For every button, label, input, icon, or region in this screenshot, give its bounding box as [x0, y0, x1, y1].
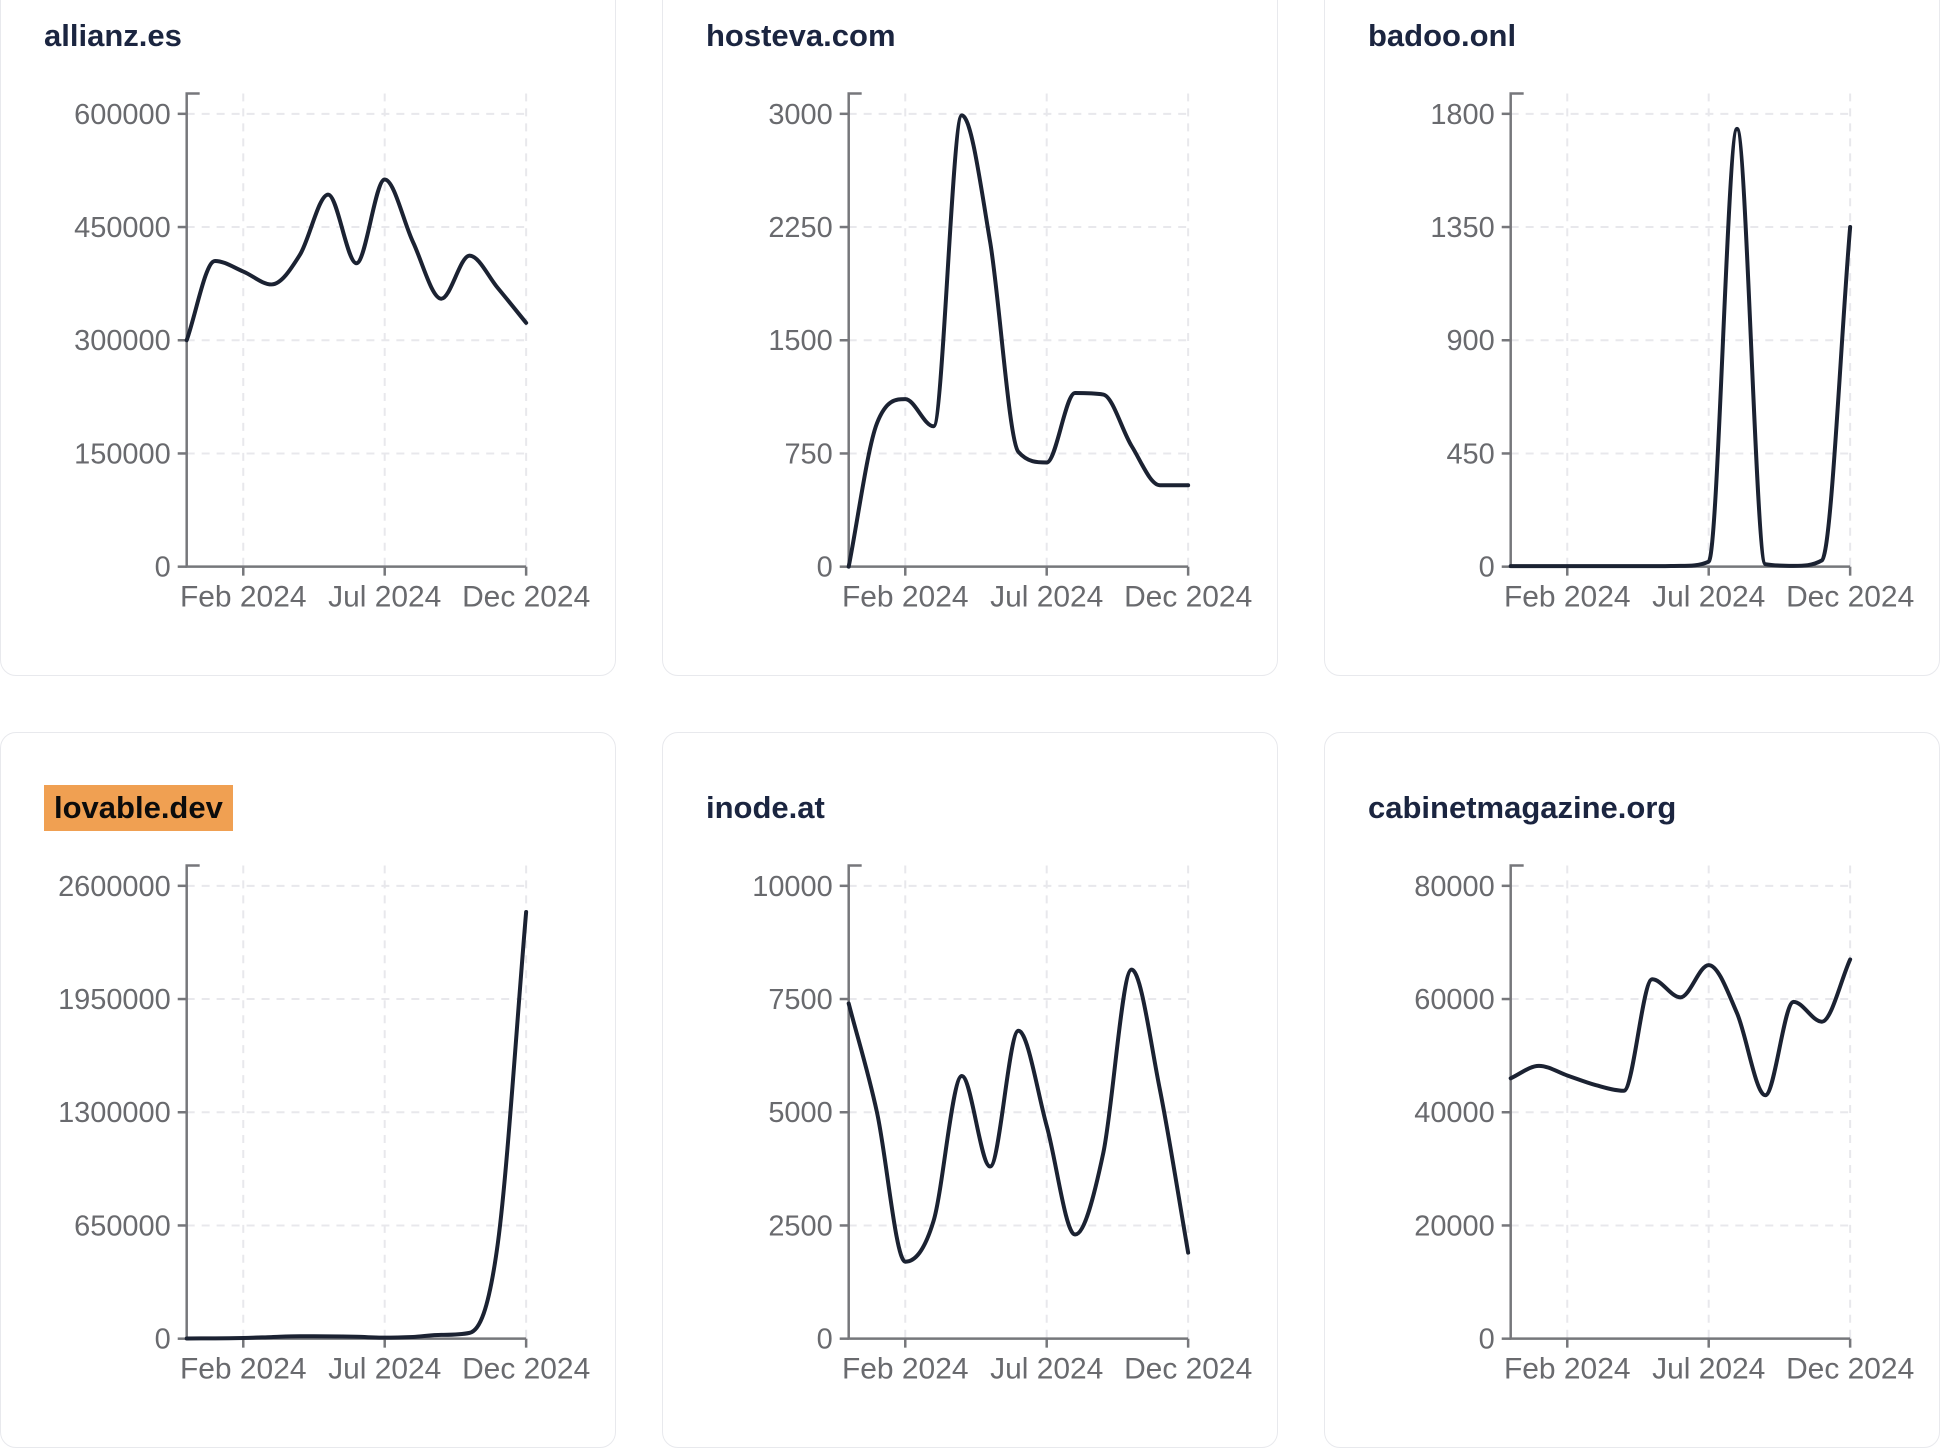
svg-text:Jul 2024: Jul 2024 [328, 1353, 441, 1386]
svg-text:1950000: 1950000 [58, 984, 171, 1016]
traffic-line-chart: 0 450 900 1350 1800 Feb 2024 Jul 2024 Dec 2024 [1430, 92, 1914, 614]
domain-title[interactable]: cabinetmagazine.org [1368, 790, 1677, 825]
svg-text:Dec 2024: Dec 2024 [462, 581, 590, 614]
svg-text:Dec 2024: Dec 2024 [1124, 581, 1252, 614]
svg-text:Dec 2024: Dec 2024 [1786, 581, 1914, 614]
card-title-row: cabinetmagazine.org [1368, 785, 1939, 831]
svg-text:Jul 2024: Jul 2024 [1652, 581, 1765, 614]
traffic-line-chart: 0 750 1500 2250 3000 Feb 2024 Jul 2024 Dec 2024 [768, 92, 1252, 614]
card-title-row: inode.at [706, 785, 1277, 831]
svg-text:2500: 2500 [768, 1210, 832, 1242]
svg-text:650000: 650000 [74, 1210, 171, 1242]
svg-text:450000: 450000 [74, 212, 171, 244]
svg-text:Jul 2024: Jul 2024 [990, 1353, 1103, 1386]
svg-text:Feb 2024: Feb 2024 [842, 581, 969, 614]
card-title-row: allianz.es [44, 13, 615, 59]
svg-text:Dec 2024: Dec 2024 [1786, 1353, 1914, 1386]
svg-text:Jul 2024: Jul 2024 [328, 581, 441, 614]
domain-card-badoo-onl: badoo.onl 0 450 900 1350 1800 Feb 2024 Jul 202… [1324, 0, 1940, 676]
svg-text:2600000: 2600000 [58, 871, 171, 903]
svg-text:0: 0 [1479, 1324, 1495, 1356]
svg-text:3000: 3000 [768, 99, 832, 131]
svg-text:2250: 2250 [768, 212, 832, 244]
svg-text:Dec 2024: Dec 2024 [1124, 1353, 1252, 1386]
card-title-row: lovable.dev [44, 785, 615, 831]
svg-text:750: 750 [784, 438, 832, 470]
svg-text:5000: 5000 [768, 1097, 832, 1129]
svg-text:0: 0 [155, 552, 171, 584]
svg-text:0: 0 [817, 1324, 833, 1356]
svg-text:Dec 2024: Dec 2024 [462, 1353, 590, 1386]
svg-text:7500: 7500 [768, 984, 832, 1016]
svg-text:20000: 20000 [1414, 1210, 1494, 1242]
svg-text:40000: 40000 [1414, 1097, 1494, 1129]
svg-text:0: 0 [817, 552, 833, 584]
svg-text:Feb 2024: Feb 2024 [842, 1353, 969, 1386]
traffic-line-chart: 0 20000 40000 60000 80000 Feb 2024 Jul 2024 Dec… [1414, 864, 1914, 1386]
svg-text:Feb 2024: Feb 2024 [180, 1353, 307, 1386]
card-title-row: hosteva.com [706, 13, 1277, 59]
svg-text:450: 450 [1446, 438, 1494, 470]
domain-card-hosteva-com: hosteva.com 0 750 1500 2250 3000 Feb 2024 Jul … [662, 0, 1278, 676]
domain-title[interactable]: badoo.onl [1368, 18, 1517, 53]
domain-card-inode-at: inode.at 0 2500 5000 7500 10000 Feb 2024 Jul 2… [662, 732, 1278, 1448]
domain-title-highlighted[interactable]: lovable.dev [44, 785, 233, 831]
card-title-row: badoo.onl [1368, 13, 1939, 59]
svg-text:80000: 80000 [1414, 871, 1494, 903]
svg-text:Feb 2024: Feb 2024 [1504, 1353, 1631, 1386]
domain-title[interactable]: inode.at [706, 790, 825, 825]
domain-card-cabinetmagazine-org: cabinetmagazine.org 0 20000 40000 60000 8000… [1324, 732, 1940, 1448]
svg-text:Feb 2024: Feb 2024 [180, 581, 307, 614]
svg-text:0: 0 [155, 1324, 171, 1356]
svg-text:Feb 2024: Feb 2024 [1504, 581, 1631, 614]
svg-text:60000: 60000 [1414, 984, 1494, 1016]
traffic-line-chart: 0 150000 300000 450000 600000 Feb 2024 Jul 202… [74, 92, 590, 614]
svg-text:900: 900 [1446, 325, 1494, 357]
svg-text:10000: 10000 [752, 871, 832, 903]
svg-text:Jul 2024: Jul 2024 [990, 581, 1103, 614]
svg-text:0: 0 [1479, 552, 1495, 584]
svg-text:600000: 600000 [74, 99, 171, 131]
domain-title[interactable]: allianz.es [44, 18, 182, 53]
svg-text:150000: 150000 [74, 438, 171, 470]
svg-text:1800: 1800 [1430, 99, 1494, 131]
domain-card-allianz-es: allianz.es 0 150000 300000 450000 600000 Feb … [0, 0, 616, 676]
svg-text:Jul 2024: Jul 2024 [1652, 1353, 1765, 1386]
svg-text:300000: 300000 [74, 325, 171, 357]
traffic-line-chart: 0 2500 5000 7500 10000 Feb 2024 Jul 2024 Dec 20… [752, 864, 1252, 1386]
domain-card-lovable-dev: lovable.dev 0 650000 1300000 1950000 2600000… [0, 732, 616, 1448]
svg-text:1300000: 1300000 [58, 1097, 171, 1129]
svg-text:1350: 1350 [1430, 212, 1494, 244]
svg-text:1500: 1500 [768, 325, 832, 357]
domain-title[interactable]: hosteva.com [706, 18, 896, 53]
traffic-line-chart: 0 650000 1300000 1950000 2600000 Feb 2024 Jul … [58, 864, 590, 1386]
